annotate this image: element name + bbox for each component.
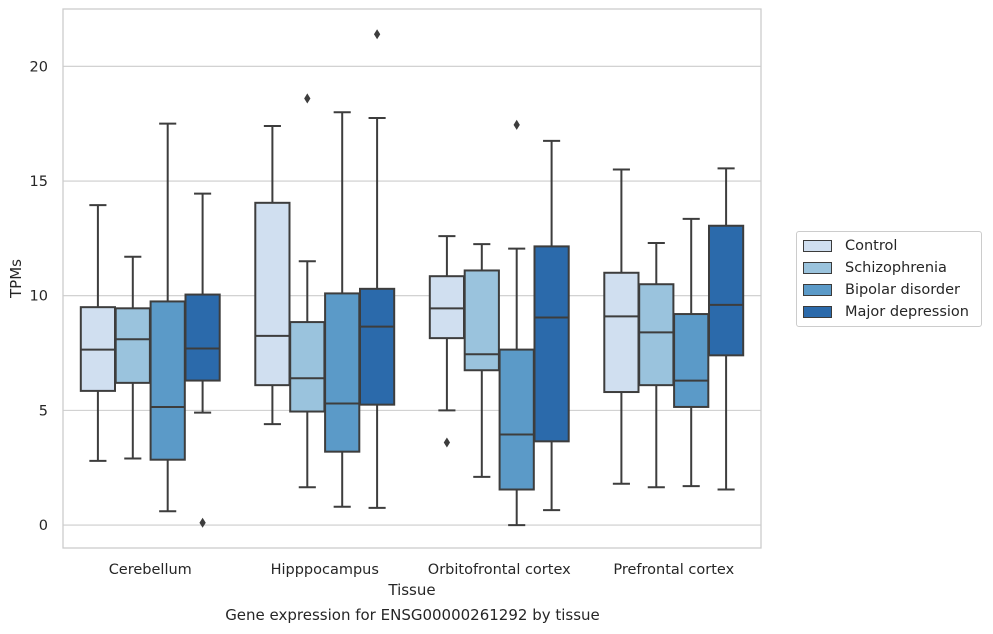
- outlier-marker: [304, 93, 311, 104]
- box-group: [289, 93, 326, 489]
- y-tick-label: 10: [30, 289, 48, 305]
- x-tick-label: Orbitofrontal cortex: [428, 562, 571, 578]
- legend-swatch-bipolar-disorder: [803, 284, 832, 296]
- box: [114, 307, 151, 384]
- box: [533, 245, 570, 443]
- legend-item-control: Control: [803, 236, 897, 256]
- box: [463, 269, 500, 372]
- box-group: [114, 255, 151, 460]
- legend: Control Schizophrenia Bipolar disorder M…: [796, 231, 982, 327]
- y-axis-label: TPMs: [7, 259, 25, 299]
- box: [707, 224, 745, 357]
- outlier-marker: [373, 29, 381, 40]
- legend-label-schizophrenia: Schizophrenia: [845, 260, 947, 276]
- legend-label-control: Control: [845, 238, 898, 254]
- box-group: [149, 122, 186, 513]
- box-group: [498, 119, 535, 527]
- y-tick-label: 20: [30, 59, 48, 75]
- box: [184, 293, 221, 382]
- box-group: [79, 204, 117, 462]
- legend-item-schizophrenia: Schizophrenia: [803, 258, 947, 278]
- legend-swatch-schizophrenia: [803, 262, 832, 274]
- box: [603, 271, 640, 394]
- outlier-marker: [443, 437, 451, 448]
- y-tick-label: 0: [39, 518, 48, 534]
- box-group: [533, 139, 570, 512]
- outlier-marker: [199, 517, 206, 528]
- legend-label-major-depression: Major depression: [845, 304, 969, 320]
- box: [638, 283, 675, 387]
- x-tick-label: Prefrontal cortex: [613, 562, 734, 578]
- box: [324, 292, 361, 453]
- box-group: [324, 111, 361, 508]
- box-group: [603, 168, 640, 485]
- box-group: [358, 29, 396, 509]
- x-tick-label: Hipppocampus: [271, 562, 379, 578]
- box: [254, 201, 291, 387]
- legend-swatch-major-depression: [803, 306, 832, 318]
- x-axis-label: Tissue: [387, 581, 435, 599]
- box-group: [707, 167, 745, 491]
- box-group: [673, 217, 710, 488]
- y-tick-label: 5: [39, 403, 48, 419]
- x-tick-label: Cerebellum: [109, 562, 192, 578]
- legend-item-bipolar-disorder: Bipolar disorder: [803, 280, 960, 300]
- legend-item-major-depression: Major depression: [803, 302, 969, 322]
- legend-label-bipolar-disorder: Bipolar disorder: [845, 282, 960, 298]
- legend-swatch-control: [803, 240, 832, 252]
- box: [428, 275, 466, 340]
- box: [673, 313, 710, 408]
- box: [149, 300, 186, 461]
- box: [289, 321, 326, 413]
- figure-caption: Gene expression for ENSG00000261292 by t…: [225, 606, 600, 624]
- box-group: [638, 241, 675, 489]
- box-group: [254, 124, 291, 426]
- plot-frame: [62, 8, 762, 549]
- box: [358, 287, 396, 406]
- box: [498, 348, 535, 491]
- box-group: [428, 235, 466, 448]
- box-group: [463, 243, 500, 478]
- box-group: [184, 192, 221, 528]
- outlier-marker: [513, 119, 520, 130]
- y-tick-label: 15: [30, 174, 48, 190]
